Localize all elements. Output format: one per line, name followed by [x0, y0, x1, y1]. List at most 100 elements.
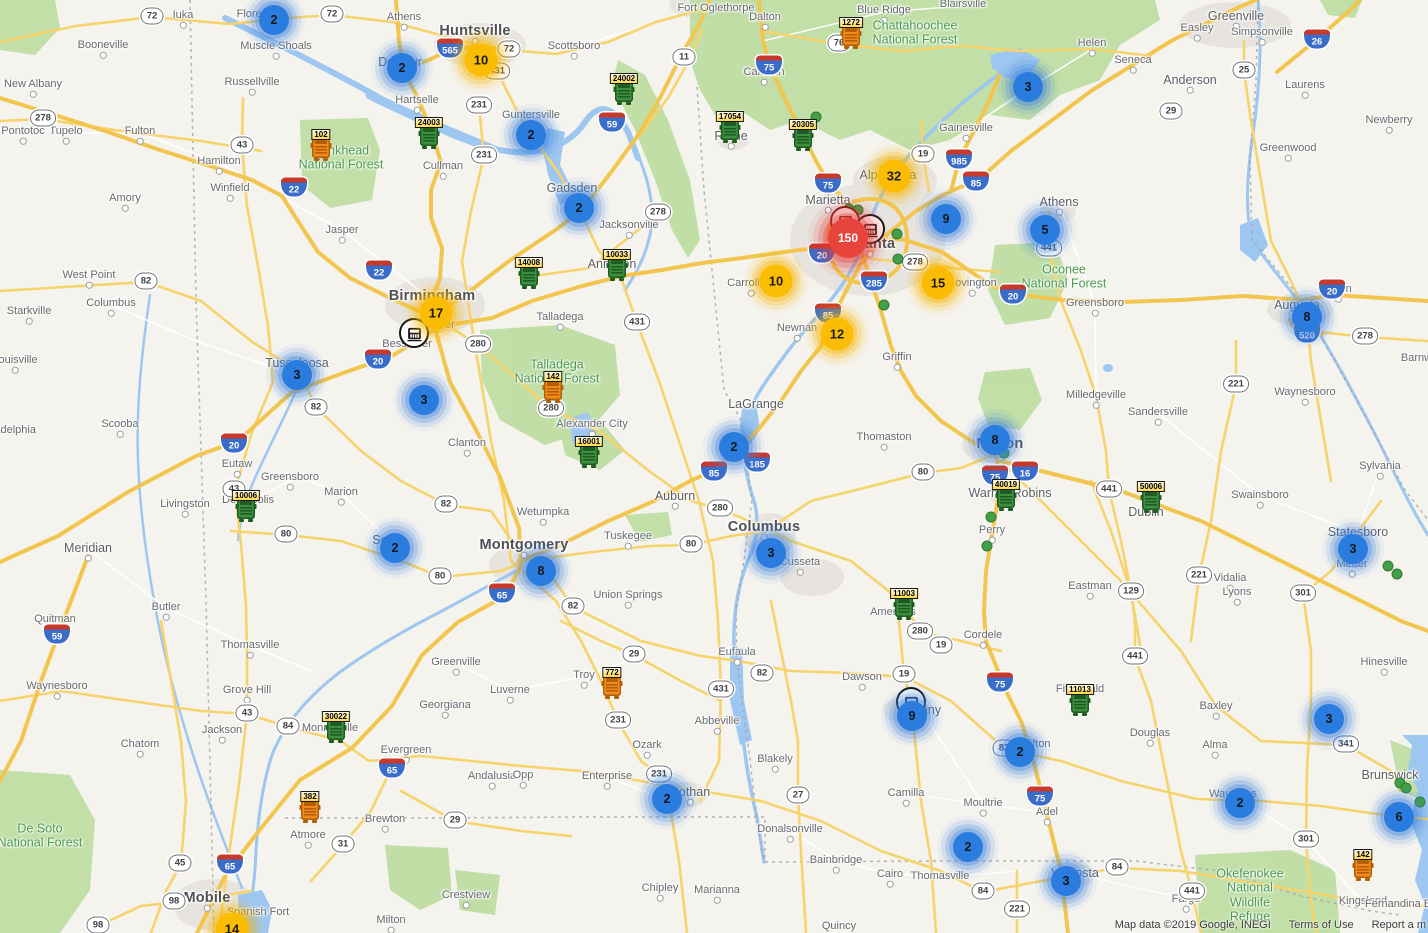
city-dot — [162, 613, 170, 621]
cluster-marker-blue[interactable]: 2 — [387, 53, 417, 83]
vehicle-marker-green[interactable]: 10006 — [231, 490, 261, 522]
vehicle-marker-green[interactable]: 11003 — [890, 588, 918, 620]
vehicle-marker-orange[interactable]: 102 — [310, 129, 332, 161]
cluster-marker-blue[interactable]: 2 — [259, 5, 289, 35]
cluster-marker-blue[interactable]: 9 — [931, 204, 961, 234]
location-dot[interactable] — [1414, 796, 1426, 808]
interstate-shield: 59 — [44, 624, 70, 644]
cluster-marker-blue[interactable]: 2 — [652, 784, 682, 814]
location-dot[interactable] — [985, 511, 997, 523]
cluster-marker-yellow[interactable]: 10 — [759, 264, 793, 298]
interstate-shield: 65 — [489, 583, 515, 603]
cluster-marker-blue[interactable]: 9 — [897, 701, 927, 731]
cluster-marker-blue[interactable]: 3 — [1338, 534, 1368, 564]
terms-of-use-link[interactable]: Terms of Use — [1288, 919, 1354, 931]
vehicle-marker-green[interactable]: 20305 — [788, 119, 818, 151]
location-dot[interactable] — [1391, 568, 1403, 580]
interstate-shield: 65 — [217, 854, 243, 874]
cluster-marker-blue[interactable]: 3 — [409, 385, 439, 415]
vehicle-marker-orange[interactable]: 382 — [299, 791, 321, 823]
city-dot — [84, 554, 92, 562]
location-dot[interactable] — [1382, 560, 1394, 572]
cluster-marker-blue[interactable]: 5 — [1030, 215, 1060, 245]
location-dot[interactable] — [1400, 782, 1412, 794]
city-label: Milton — [376, 914, 406, 926]
cluster-marker-yellow[interactable]: 15 — [921, 266, 955, 300]
vehicle-marker-green[interactable]: 30022 — [321, 711, 351, 743]
vehicle-marker-orange[interactable]: 772 — [601, 667, 623, 699]
truck-badge-icon[interactable] — [399, 318, 429, 348]
report-map-error-link[interactable]: Report a m — [1371, 919, 1426, 931]
us-route-shield: 82 — [750, 664, 774, 682]
cluster-marker-blue[interactable]: 2 — [1005, 737, 1035, 767]
vehicle-id-flag: 30022 — [321, 711, 351, 722]
truck-badge-icon[interactable] — [855, 214, 885, 244]
us-route-shield: 72 — [140, 7, 164, 25]
city-dot — [1301, 91, 1309, 99]
city-dot — [246, 651, 254, 659]
vehicle-marker-orange[interactable]: 142 — [542, 371, 564, 403]
location-dot[interactable] — [892, 253, 904, 265]
cluster-marker-blue[interactable]: 2 — [1225, 788, 1255, 818]
city-label: Grove Hill — [222, 684, 272, 696]
us-route-shield: 280 — [907, 622, 933, 640]
city-dot — [1088, 49, 1096, 57]
cluster-marker-blue[interactable]: 2 — [564, 193, 594, 223]
cluster-marker-red[interactable]: 150 — [828, 218, 868, 258]
cluster-marker-blue[interactable]: 2 — [380, 533, 410, 563]
city-dot — [1182, 905, 1190, 913]
us-route-shield: 441 — [1179, 882, 1205, 900]
vehicle-marker-green[interactable]: 16001 — [574, 436, 604, 468]
cluster-marker-blue[interactable]: 8 — [526, 556, 556, 586]
cluster-marker-yellow[interactable]: 14 — [215, 912, 249, 933]
cluster-marker-yellow[interactable]: 10 — [464, 43, 498, 77]
vehicle-marker-green[interactable]: 24003 — [414, 117, 444, 149]
cluster-marker-blue[interactable]: 3 — [756, 538, 786, 568]
vehicle-id-flag: 772 — [602, 667, 622, 678]
location-dot[interactable] — [981, 540, 993, 552]
cluster-marker-blue[interactable]: 3 — [1051, 866, 1081, 896]
vehicle-marker-green[interactable]: 24002 — [609, 73, 639, 105]
vehicle-marker-orange[interactable]: 142 — [1352, 849, 1374, 881]
city-label: Meridian — [64, 541, 112, 555]
cluster-marker-blue[interactable]: 8 — [980, 425, 1010, 455]
vehicle-marker-green[interactable]: 14008 — [514, 257, 544, 289]
cluster-marker-blue[interactable]: 3 — [1013, 72, 1043, 102]
interstate-shield: 985 — [946, 149, 972, 169]
city-dot — [713, 896, 721, 904]
city-label: Abbeville — [694, 715, 740, 727]
vehicle-marker-green[interactable]: 17054 — [715, 111, 745, 143]
city-dot — [866, 250, 874, 258]
us-route-shield: 280 — [707, 499, 733, 517]
city-label: Quincy — [821, 920, 857, 932]
location-dot[interactable] — [878, 299, 890, 311]
city-label: Adel — [1035, 806, 1059, 818]
interstate-shield: 85 — [963, 171, 989, 191]
vehicle-marker-orange[interactable]: 1272 — [839, 17, 863, 49]
city-dot — [272, 52, 280, 60]
city-label: Birmingham — [389, 288, 476, 304]
vehicle-marker-green[interactable]: 11013 — [1066, 684, 1094, 716]
city-label: Scooba — [101, 418, 139, 430]
city-label: Marion — [324, 486, 358, 498]
location-dot[interactable] — [891, 228, 903, 240]
cluster-marker-yellow[interactable]: 12 — [820, 317, 854, 351]
cluster-marker-yellow[interactable]: 32 — [877, 159, 911, 193]
cluster-marker-blue[interactable]: 2 — [953, 832, 983, 862]
vehicle-marker-green[interactable]: 50006 — [1136, 481, 1166, 513]
cluster-marker-blue[interactable]: 2 — [719, 432, 749, 462]
cluster-marker-blue[interactable]: 6 — [1384, 802, 1414, 832]
cluster-marker-blue[interactable]: 3 — [282, 360, 312, 390]
vehicle-marker-green[interactable]: 10033 — [602, 249, 632, 281]
us-route-shield: 82 — [561, 597, 585, 615]
cluster-marker-blue[interactable]: 3 — [1314, 704, 1344, 734]
cluster-marker-blue[interactable]: 2 — [516, 120, 546, 150]
cluster-marker-yellow[interactable]: 17 — [419, 296, 453, 330]
cluster-marker-blue[interactable]: 8 — [1292, 302, 1322, 332]
us-route-shield: 27 — [786, 786, 810, 804]
vehicle-marker-green[interactable]: 40019 — [991, 479, 1021, 511]
vehicle-id-flag: 10033 — [602, 249, 632, 260]
city-dot — [570, 52, 578, 60]
city-dot — [439, 172, 447, 180]
